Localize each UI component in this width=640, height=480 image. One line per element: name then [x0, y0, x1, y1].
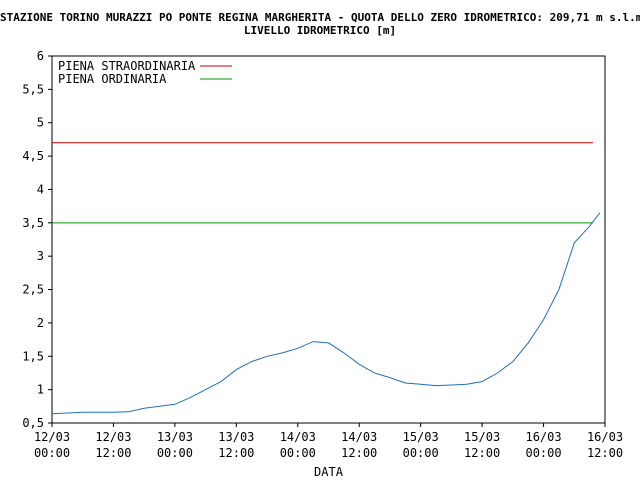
x-tick-label-time: 00:00	[403, 446, 439, 460]
series-line	[51, 212, 601, 415]
y-tick-label: 0,5	[22, 416, 44, 430]
y-tick-label: 1,5	[22, 349, 44, 363]
x-tick-label-date: 14/03	[341, 430, 377, 444]
y-tick-label: 6	[37, 49, 44, 63]
y-tick-label: 4	[37, 182, 44, 196]
legend-label: PIENA STRAORDINARIA	[58, 59, 196, 73]
x-tick-label-date: 15/03	[464, 430, 500, 444]
x-tick-label-time: 00:00	[157, 446, 193, 460]
legend-label: PIENA ORDINARIA	[58, 72, 167, 86]
x-tick-label-date: 13/03	[218, 430, 254, 444]
y-tick-label: 4,5	[22, 149, 44, 163]
y-tick-label: 3	[37, 249, 44, 263]
plot-frame	[51, 55, 606, 424]
x-tick-label-time: 00:00	[525, 446, 561, 460]
x-tick-label-date: 15/03	[403, 430, 439, 444]
x-tick-label-time: 12:00	[587, 446, 623, 460]
y-tick-label: 2	[37, 316, 44, 330]
chart-subtitle: LIVELLO IDROMETRICO [m]	[243, 24, 397, 37]
x-tick-label-date: 16/03	[587, 430, 623, 444]
x-tick-label-date: 12/03	[34, 430, 70, 444]
y-tick-label: 1	[37, 383, 44, 397]
y-tick-label: 5,5	[22, 82, 44, 96]
x-tick-label-date: 12/03	[95, 430, 131, 444]
x-tick-label-time: 12:00	[464, 446, 500, 460]
x-tick-label-date: 16/03	[525, 430, 561, 444]
x-tick-label-time: 12:00	[218, 446, 254, 460]
x-tick-label-time: 00:00	[34, 446, 70, 460]
x-axis-label: DATA	[314, 465, 344, 479]
x-tick-label-time: 12:00	[341, 446, 377, 460]
x-tick-label-time: 00:00	[280, 446, 316, 460]
y-tick-label: 3,5	[22, 216, 44, 230]
x-tick-label-date: 14/03	[280, 430, 316, 444]
x-tick-label-date: 13/03	[157, 430, 193, 444]
chart-title: STAZIONE TORINO MURAZZI PO PONTE REGINA …	[0, 11, 640, 24]
y-tick-label: 2,5	[22, 283, 44, 297]
x-tick-label-time: 12:00	[95, 446, 131, 460]
y-tick-label: 5	[37, 116, 44, 130]
